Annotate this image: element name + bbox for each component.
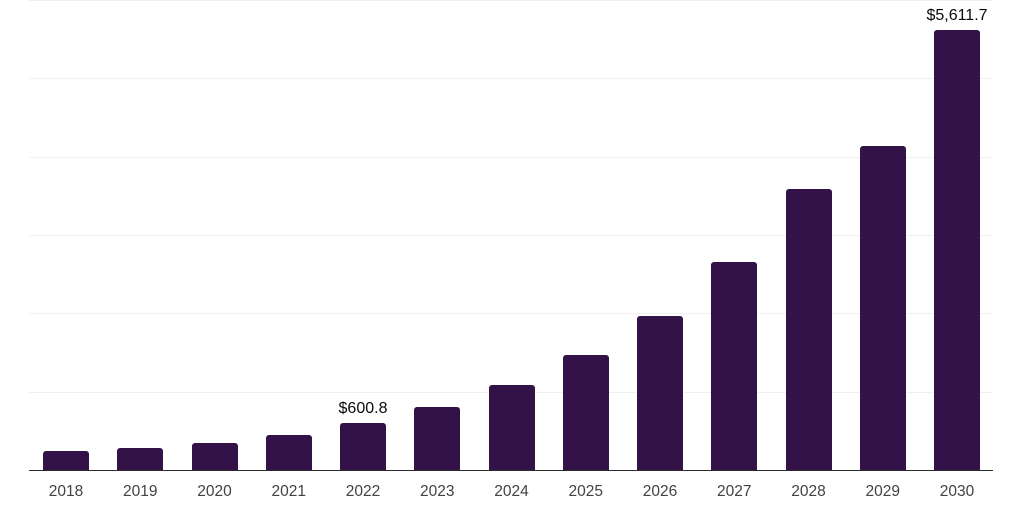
x-tick-2020: 2020 [197, 483, 232, 500]
bar-2027 [711, 261, 758, 470]
bar-2020 [191, 442, 238, 470]
x-tick-2027: 2027 [717, 483, 752, 500]
bar-2024 [488, 384, 535, 470]
x-tick-2019: 2019 [123, 483, 158, 500]
bar-2029 [859, 146, 906, 470]
bar-2028 [785, 188, 832, 470]
x-tick-2026: 2026 [642, 483, 678, 500]
value-label-2030: $5,611.7 [926, 7, 988, 25]
x-tick-2021: 2021 [271, 483, 306, 500]
bar-2030 [934, 30, 980, 470]
bar-2022 [340, 422, 386, 470]
bar-2023 [414, 406, 461, 470]
bar-2025 [562, 354, 609, 470]
x-tick-2030: 2030 [939, 483, 975, 500]
bar-2019 [117, 447, 164, 470]
gridline-6000 [29, 0, 993, 1]
x-tick-2024: 2024 [494, 483, 529, 500]
x-tick-2025: 2025 [568, 483, 603, 500]
value-label-2022: $600.8 [338, 399, 388, 417]
x-axis-line [29, 469, 993, 471]
gridline-5000 [29, 78, 993, 80]
x-tick-2018: 2018 [48, 483, 84, 500]
x-tick-2022: 2022 [345, 483, 381, 500]
bar-2018 [43, 450, 89, 470]
plot-area: $600.8 $5,611.7 [29, 0, 993, 471]
bar-2026 [637, 316, 683, 470]
gridline-4000 [29, 156, 993, 158]
x-tick-2028: 2028 [791, 483, 826, 500]
gridline-2000 [29, 313, 993, 315]
x-axis-labels: 2018 2019 2020 2021 2022 2023 2024 2025 2026 2027… [29, 484, 993, 504]
x-tick-2029: 2029 [865, 483, 900, 500]
bar-2021 [265, 434, 312, 470]
gridline-3000 [29, 235, 993, 236]
x-tick-2023: 2023 [420, 483, 455, 500]
